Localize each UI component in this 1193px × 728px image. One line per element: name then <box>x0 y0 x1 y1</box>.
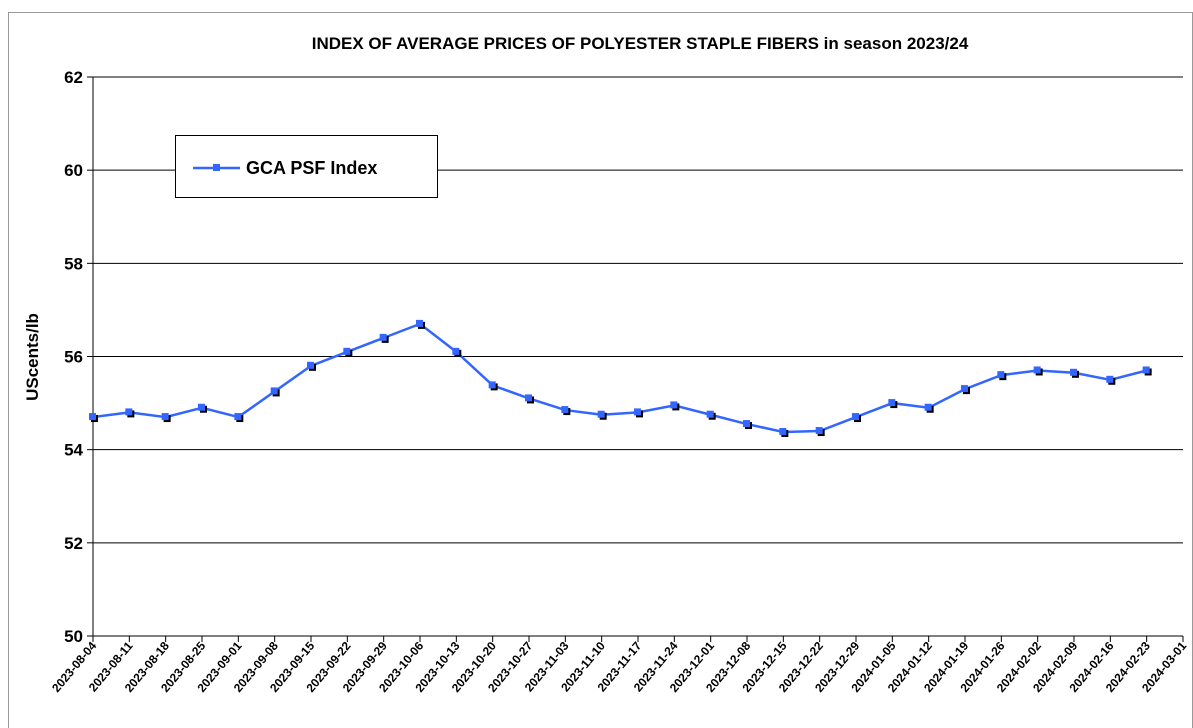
y-axis-label: UScents/lb <box>23 313 42 401</box>
point <box>488 381 498 391</box>
point-marker <box>452 347 460 355</box>
point <box>1106 375 1116 385</box>
point-marker <box>1033 366 1041 374</box>
legend-label: GCA PSF Index <box>246 158 377 178</box>
point <box>1142 366 1152 376</box>
point-marker <box>198 403 205 411</box>
point-marker <box>997 371 1005 379</box>
point <box>634 408 643 418</box>
series-line <box>92 322 1147 434</box>
point <box>561 406 571 416</box>
point <box>888 399 898 409</box>
point-marker <box>234 413 242 421</box>
point <box>597 410 607 420</box>
point <box>198 403 207 413</box>
point-marker <box>706 410 714 418</box>
y-tick-label: 62 <box>64 68 83 87</box>
point <box>1070 368 1079 378</box>
point-marker <box>670 401 678 409</box>
point-marker <box>125 408 133 416</box>
point <box>743 420 752 430</box>
y-tick-label: 60 <box>64 161 83 180</box>
point-marker <box>597 410 605 418</box>
point-marker <box>161 413 169 421</box>
point <box>997 371 1007 381</box>
point <box>961 385 970 395</box>
point <box>924 403 934 413</box>
point <box>125 408 135 418</box>
point-marker <box>561 406 569 414</box>
point <box>1033 366 1043 376</box>
point-marker <box>779 427 787 435</box>
point-marker <box>634 408 641 416</box>
point <box>307 361 316 371</box>
point <box>815 427 825 437</box>
y-tick-label: 56 <box>64 348 83 367</box>
point <box>670 401 680 411</box>
point <box>270 387 280 397</box>
point-marker <box>270 387 278 395</box>
chart-border <box>8 12 1193 728</box>
point-marker <box>888 399 896 407</box>
point-marker <box>416 319 423 327</box>
y-tick-label: 50 <box>64 627 83 646</box>
point-marker <box>307 361 314 369</box>
point <box>416 319 425 329</box>
chart-title: INDEX OF AVERAGE PRICES OF POLYESTER STA… <box>312 34 969 53</box>
y-tick-label: 52 <box>64 534 83 553</box>
point-marker <box>343 347 351 355</box>
point-marker <box>815 427 823 435</box>
legend-marker <box>213 164 220 171</box>
point <box>234 413 244 423</box>
point <box>379 333 389 343</box>
point-marker <box>961 385 968 393</box>
point <box>161 413 171 423</box>
point <box>852 413 861 423</box>
point <box>779 427 789 437</box>
point-marker <box>1070 368 1077 376</box>
point-marker <box>743 420 750 428</box>
point <box>706 410 716 420</box>
point-marker <box>1106 375 1114 383</box>
point-marker <box>1142 366 1150 374</box>
point-marker <box>525 394 532 402</box>
point-marker <box>852 413 859 421</box>
y-tick-label: 54 <box>64 441 83 460</box>
y-tick-label: 58 <box>64 254 83 273</box>
point <box>343 347 353 357</box>
point-marker <box>379 333 387 341</box>
point-marker <box>488 381 496 389</box>
point-marker <box>89 413 96 421</box>
point <box>89 413 98 423</box>
point <box>452 347 462 357</box>
point <box>525 394 534 404</box>
point-marker <box>924 403 932 411</box>
